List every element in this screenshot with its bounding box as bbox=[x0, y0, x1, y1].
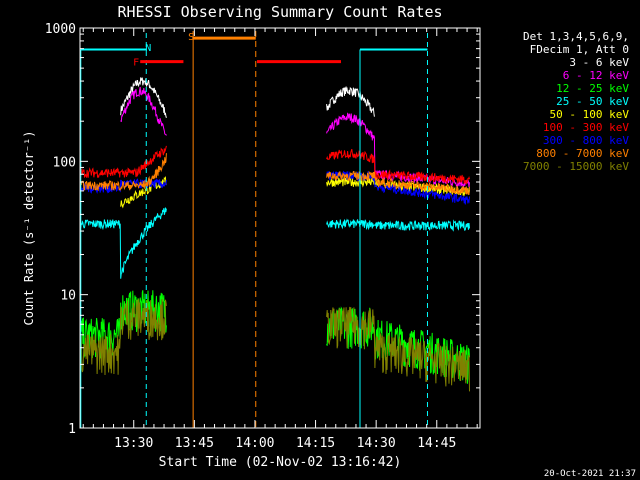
legend-entry: 300 - 800 keV bbox=[543, 134, 629, 147]
series-segment bbox=[326, 218, 470, 232]
series-segment bbox=[326, 306, 470, 384]
x-tick-label: 14:15 bbox=[296, 436, 335, 451]
timestamp: 20-Oct-2021 21:37 bbox=[544, 469, 636, 479]
x-tick-label: 13:45 bbox=[175, 436, 214, 451]
x-tick-label: 13:30 bbox=[114, 436, 153, 451]
plot-frame bbox=[79, 27, 481, 429]
flag-label: N bbox=[145, 43, 151, 54]
chart-title: RHESSI Observing Summary Count Rates bbox=[117, 3, 442, 21]
flag-label: S bbox=[188, 32, 194, 43]
series-segment bbox=[120, 77, 167, 118]
legend-entry: 800 - 7000 keV bbox=[536, 147, 629, 160]
series-segment bbox=[326, 170, 470, 195]
legend-entry: 12 - 25 keV bbox=[556, 82, 629, 95]
y-tick-label: 1 bbox=[68, 422, 76, 437]
y-tick-label: 1000 bbox=[45, 22, 76, 37]
y-axis: 1 10 100 1000 bbox=[45, 22, 480, 437]
series-segment bbox=[80, 298, 167, 376]
x-axis-label: Start Time (02-Nov-02 13:16:42) bbox=[159, 455, 402, 470]
y-axis-label: Count Rate (s⁻¹ detector⁻¹) bbox=[22, 130, 36, 325]
series-segment bbox=[120, 87, 167, 136]
y-tick-label: 100 bbox=[53, 155, 76, 170]
legend-entry: 100 - 300 keV bbox=[543, 121, 629, 134]
series-segment bbox=[80, 153, 167, 192]
series-line bbox=[80, 153, 470, 195]
series-line bbox=[80, 298, 470, 392]
legend-header: Det 1,3,4,5,6,9, bbox=[523, 30, 629, 43]
series-segment bbox=[80, 207, 167, 279]
series-segment bbox=[80, 145, 167, 179]
flag-label: F bbox=[133, 58, 139, 69]
legend-entry: 6 - 12 keV bbox=[563, 69, 630, 82]
legend-entry: 50 - 100 keV bbox=[550, 108, 630, 121]
series-segment bbox=[326, 148, 470, 185]
series-segment bbox=[326, 86, 375, 117]
legend-entry: 25 - 50 keV bbox=[556, 95, 629, 108]
series-segment bbox=[326, 306, 470, 392]
x-tick-label: 14:30 bbox=[357, 436, 396, 451]
y-tick-label: 10 bbox=[60, 289, 76, 304]
flag-bars: NF S bbox=[80, 31, 428, 428]
x-tick-label: 14:45 bbox=[417, 436, 456, 451]
x-axis: 13:30 13:45 14:00 14:15 14:30 14:45 bbox=[82, 28, 478, 451]
x-tick-label: 14:00 bbox=[235, 436, 274, 451]
plot-area bbox=[80, 77, 470, 392]
series-line bbox=[120, 77, 375, 118]
series-line bbox=[80, 145, 470, 185]
legend-header: FDecim 1, Att 0 bbox=[530, 43, 629, 56]
legend: Det 1,3,4,5,6,9,FDecim 1, Att 03 - 6 keV… bbox=[523, 30, 629, 173]
series-line bbox=[80, 207, 470, 279]
legend-entry: 3 - 6 keV bbox=[569, 56, 629, 69]
legend-entry: 7000 - 15000 keV bbox=[523, 160, 629, 173]
